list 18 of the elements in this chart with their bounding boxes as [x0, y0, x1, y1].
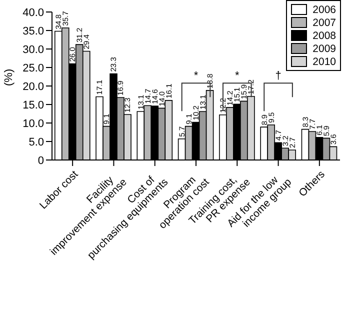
annotation: * — [235, 70, 240, 82]
legend-label: 2009 — [312, 42, 336, 54]
legend-label: 2007 — [312, 16, 336, 28]
y-tick-label: 35.0 — [22, 25, 44, 38]
legend-label: 2010 — [312, 56, 336, 68]
legend-label: 2006 — [312, 4, 336, 16]
y-tick-label: 40.0 — [22, 6, 44, 19]
y-axis-title: (%) — [2, 68, 15, 86]
y-tick-label: 5.0 — [28, 136, 44, 148]
annotation: * — [194, 70, 199, 82]
y-tick-label: 25.0 — [22, 62, 44, 74]
legend-label: 2008 — [312, 30, 336, 42]
annotation: † — [275, 70, 282, 82]
y-tick-label: 30.0 — [22, 44, 44, 56]
y-tick-label: 10.0 — [22, 118, 44, 130]
y-tick-label: 0 — [38, 154, 44, 167]
y-tick-label: 15.0 — [22, 99, 44, 112]
y-tick-label: 20.0 — [22, 80, 44, 93]
